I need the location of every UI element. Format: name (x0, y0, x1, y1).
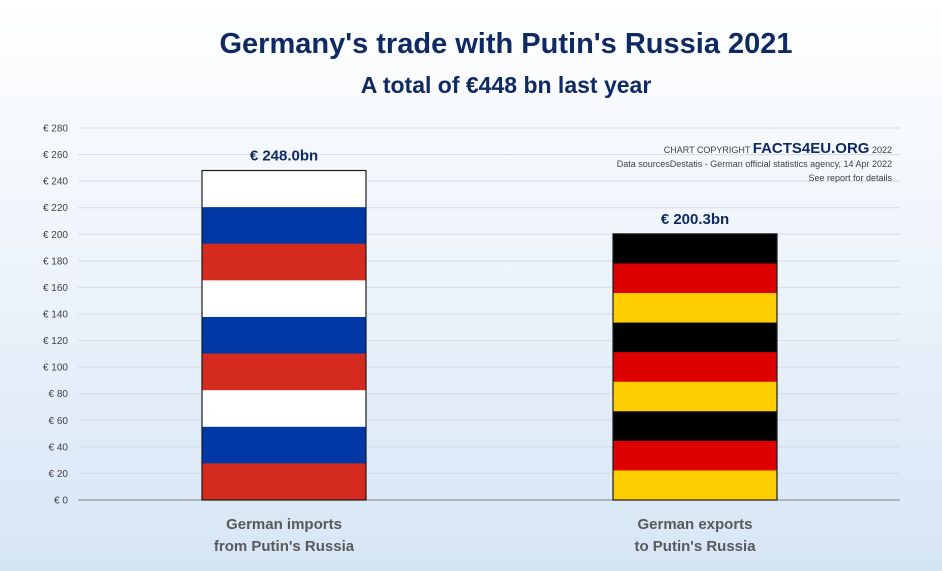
copyright-block: CHART COPYRIGHT FACTS4EU.ORG 2022 Data s… (616, 140, 892, 185)
bar-imports-stripes (202, 170, 366, 500)
copyright-note: See report for details (808, 173, 892, 183)
bar-stripe (613, 322, 777, 353)
x-label-imports-line2: from Putin's Russia (213, 538, 355, 555)
y-tick-label: € 160 (43, 283, 68, 294)
copyright-year: 2022 (871, 145, 892, 155)
bar-stripe (202, 426, 366, 464)
bar-stripe (613, 233, 777, 264)
bar-stripe (202, 353, 366, 391)
bar-stripe (202, 243, 366, 281)
y-tick-label: € 240 (43, 177, 68, 188)
data-label-imports: € 248.0bn (250, 148, 318, 165)
chart-title: Germany's trade with Putin's Russia 2021 (219, 28, 793, 60)
bar-stripe (613, 470, 777, 500)
bar-stripe (202, 316, 366, 355)
y-tick-label: € 140 (43, 310, 68, 321)
copyright-sources: Data sourcesDestatis - German official s… (616, 159, 892, 169)
bar-stripe (613, 293, 777, 324)
bar-stripe (613, 440, 777, 471)
x-label-exports-line2: to Putin's Russia (634, 538, 756, 555)
y-tick-label: € 120 (43, 336, 68, 347)
chart-subtitle: A total of €448 bn last year (360, 72, 652, 98)
y-tick-label: € 80 (49, 389, 69, 400)
bar-stripe (613, 263, 777, 294)
copyright-prefix: CHART COPYRIGHT (663, 145, 751, 155)
bar-stripe (202, 207, 366, 245)
data-label-exports: € 200.3bn (661, 211, 729, 228)
bar-stripe (613, 381, 777, 412)
y-tick-label: € 260 (43, 150, 68, 161)
x-label-imports-line1: German imports (226, 516, 342, 533)
bar-exports-stripes (613, 233, 777, 500)
y-tick-label: € 0 (54, 496, 68, 507)
bar-stripe (613, 411, 777, 442)
bar-stripe (202, 390, 366, 428)
copyright-brand: FACTS4EU.ORG (752, 140, 870, 157)
y-tick-label: € 280 (43, 124, 68, 135)
x-label-exports-line1: German exports (637, 516, 753, 533)
y-tick-label: € 100 (43, 363, 68, 374)
bar-stripe (202, 280, 366, 318)
bar-exports (612, 233, 778, 501)
y-tick-label: € 40 (49, 442, 69, 453)
x-label-imports: German imports from Putin's Russia (174, 514, 394, 558)
bar-stripe (613, 352, 777, 383)
bar-stripe (202, 170, 366, 208)
bar-stripe (202, 463, 366, 500)
y-tick-label: € 180 (43, 256, 68, 267)
x-label-exports: German exports to Putin's Russia (585, 514, 805, 558)
y-tick-label: € 200 (43, 230, 68, 241)
y-tick-label: € 20 (49, 469, 69, 480)
y-tick-label: € 60 (49, 416, 69, 427)
y-tick-label: € 220 (43, 203, 68, 214)
bar-imports (201, 169, 367, 501)
